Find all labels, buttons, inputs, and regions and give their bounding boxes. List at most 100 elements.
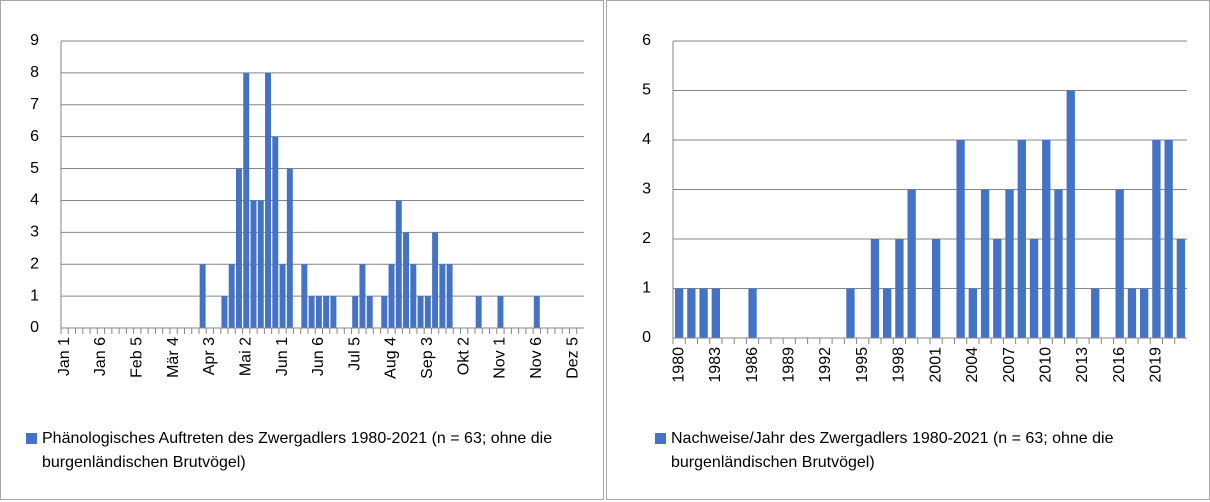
bar: [1091, 288, 1100, 338]
x-tick-label: 1986: [744, 347, 761, 383]
x-tick-label: Jun 1: [274, 337, 291, 376]
x-tick-label: Nov 1: [492, 337, 509, 379]
bar: [199, 264, 206, 328]
bar: [711, 288, 720, 338]
x-tick-label: Mai 2: [237, 337, 254, 376]
bar: [1066, 90, 1075, 338]
legend-label: Phänologisches Auftreten des Zwergadlers…: [42, 430, 553, 471]
x-tick-label: Dez 5: [564, 337, 581, 379]
bar: [359, 264, 366, 328]
bar: [475, 296, 482, 328]
bar: [432, 232, 439, 328]
bar: [895, 239, 904, 338]
x-tick-label: Sep 3: [419, 337, 436, 379]
bar: [870, 239, 880, 338]
bar: [907, 189, 916, 338]
bar: [931, 239, 941, 338]
legend: Nachweise/Jahr des Zwergadlers 1980-2021…: [655, 427, 1195, 475]
bar: [221, 296, 228, 328]
bar: [279, 264, 286, 328]
bar: [424, 296, 431, 328]
x-tick-label: 1989: [780, 347, 797, 383]
x-tick-label: 1995: [854, 347, 871, 383]
legend: Phänologisches Auftreten des Zwergadlers…: [26, 427, 566, 475]
bar: [446, 264, 453, 328]
y-tick-label: 5: [30, 160, 39, 177]
y-tick-label: 1: [642, 280, 651, 297]
x-tick-label: Aug 4: [383, 337, 400, 379]
bar: [1164, 140, 1173, 338]
x-tick-label: 2007: [1001, 347, 1018, 383]
bar: [846, 288, 855, 338]
chart-panel: 0 1 2 3 4 5 6 1980 1983 1986 1989 1992 1995 1998 2001 2…: [606, 0, 1210, 500]
bar: [533, 296, 540, 328]
bar: [993, 239, 1002, 338]
y-tick-label: 8: [30, 64, 39, 81]
y-tick-label: 3: [30, 224, 39, 241]
bar: [330, 296, 337, 328]
legend-label: Nachweise/Jahr des Zwergadlers 1980-2021…: [671, 430, 1114, 471]
x-tick-label: Jan 1: [56, 337, 73, 376]
bar: [250, 200, 257, 328]
x-tick-label: Feb 5: [128, 337, 145, 378]
x-tick-label: Jul 5: [346, 337, 363, 371]
x-tick-label: Jan 6: [92, 337, 109, 376]
bar: [674, 288, 684, 338]
bar: [1042, 140, 1051, 338]
y-tick-label: 0: [642, 329, 651, 346]
x-tick-label: 2010: [1037, 347, 1054, 383]
x-tick-label: 2019: [1148, 347, 1165, 383]
legend-key: [26, 433, 37, 444]
y-tick-label: 7: [30, 96, 39, 113]
bar: [301, 264, 308, 328]
y-tick-label: 1: [30, 287, 39, 304]
bar: [1005, 189, 1014, 338]
y-tick-label: 9: [30, 32, 39, 49]
x-tick-label: Apr 3: [201, 337, 218, 375]
y-tick-label: 0: [30, 319, 39, 336]
x-tick-label: 2004: [964, 347, 981, 383]
bar: [410, 264, 417, 328]
bar: [315, 296, 322, 328]
x-tick-label: 2001: [927, 347, 944, 383]
bar: [272, 136, 279, 328]
y-tick-label: 3: [642, 181, 651, 198]
bar: [366, 296, 373, 328]
bar: [235, 168, 242, 328]
bar: [243, 72, 250, 328]
x-tick-label: Jun 6: [310, 337, 327, 376]
x-tick-label: Nov 6: [528, 337, 545, 379]
x-tick-label: 1983: [707, 347, 724, 383]
bar: [417, 296, 424, 328]
bar: [352, 296, 359, 328]
y-tick-label: 6: [30, 128, 39, 145]
bar: [956, 140, 965, 338]
x-tick-label: 2013: [1074, 347, 1091, 383]
chart-panel: 0 1 2 3 4 5 6 7 8 9 Jan 1 Jan 6 Feb 5 Mär 4 Apr 3 Mai 2…: [0, 0, 604, 500]
bar: [228, 264, 235, 328]
x-tick-label: 1998: [891, 347, 908, 383]
bar: [1115, 189, 1124, 338]
bar: [687, 288, 696, 338]
bar: [395, 200, 402, 328]
bar: [1017, 140, 1026, 338]
chart: 0 1 2 3 4 5 6 7 8 9 Jan 1 Jan 6 Feb 5 Mär 4 Apr 3 Mai 2…: [30, 32, 584, 379]
legend-key: [655, 433, 666, 444]
x-tick-label: Mär 4: [165, 337, 182, 378]
x-tick-label: Okt 2: [455, 337, 472, 375]
bar: [968, 288, 977, 338]
bar: [308, 296, 315, 328]
y-tick-label: 6: [642, 32, 651, 49]
x-tick-label: 2016: [1111, 347, 1128, 383]
y-tick-label: 4: [30, 192, 39, 209]
bar: [1029, 239, 1039, 338]
y-tick-label: 2: [642, 230, 651, 247]
bar: [381, 296, 388, 328]
bar: [1176, 239, 1186, 338]
y-tick-label: 2: [30, 255, 39, 272]
bar: [1152, 140, 1161, 338]
bar: [257, 200, 264, 328]
bar: [1140, 288, 1149, 338]
bar: [497, 296, 504, 328]
